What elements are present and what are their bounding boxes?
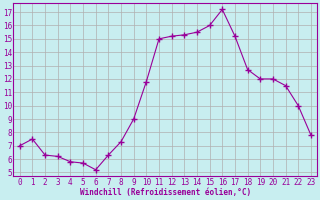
- X-axis label: Windchill (Refroidissement éolien,°C): Windchill (Refroidissement éolien,°C): [80, 188, 251, 197]
